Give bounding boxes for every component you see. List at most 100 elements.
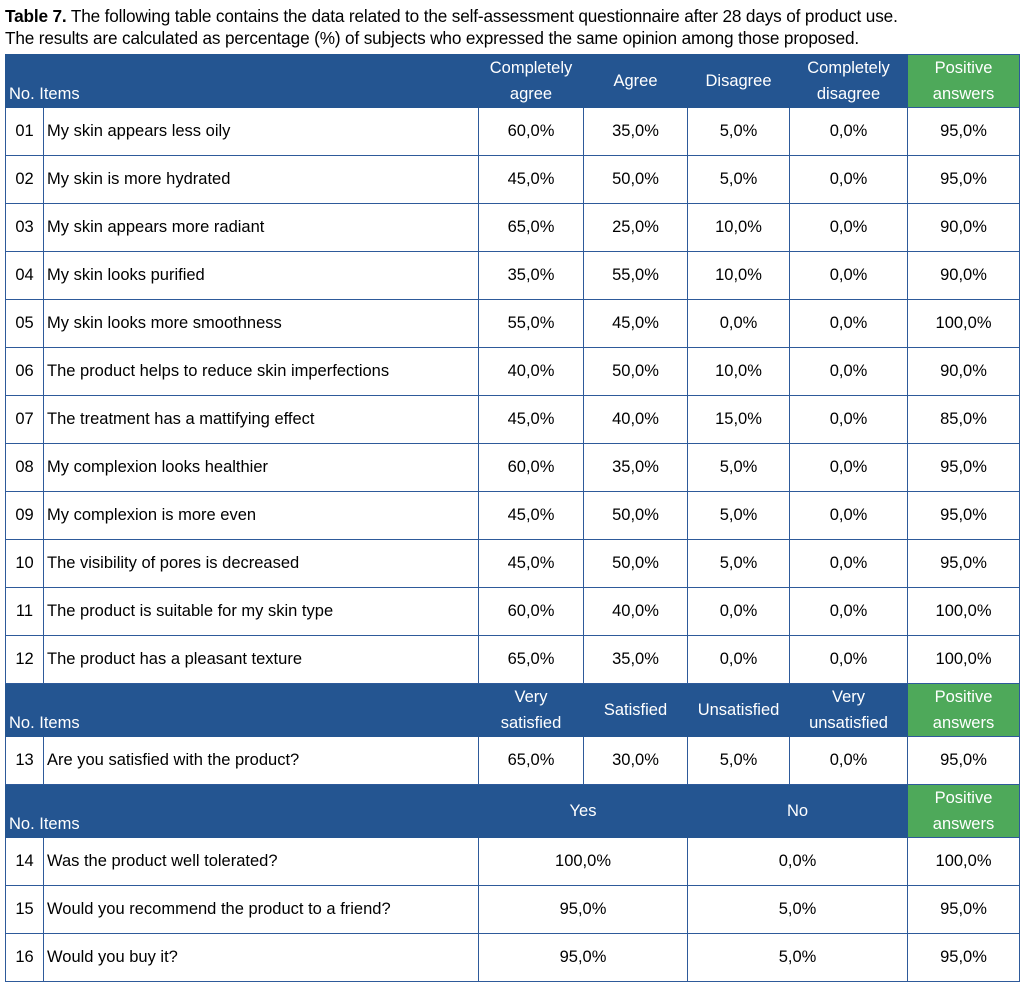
table-row: 12 The product has a pleasant texture 65,0… [5, 635, 1021, 684]
value-cell-c: 10,0% [687, 251, 791, 300]
row-number: 14 [5, 837, 44, 886]
value-cell-a: 60,0% [478, 587, 585, 636]
value-cell-yes: 95,0% [478, 933, 689, 982]
row-number: 16 [5, 933, 44, 982]
row-item: My complexion is more even [42, 491, 480, 540]
value-cell-a: 45,0% [478, 539, 585, 588]
value-cell-d: 0,0% [789, 635, 909, 684]
value-cell-b: 25,0% [583, 203, 689, 252]
row-item: Would you buy it? [42, 933, 480, 982]
table-row: 16 Would you buy it? 95,0% 5,0% 95,0% [5, 933, 1021, 982]
table-row: 04 My skin looks purified 35,0% 55,0% 10,0% 0… [5, 251, 1021, 300]
table-row: 13 Are you satisfied with the product? 65,… [5, 736, 1021, 785]
value-cell-b: 50,0% [583, 155, 689, 204]
table-body: No. Items Completely agree Agree Disagree… [4, 54, 1021, 982]
value-cell-a: 65,0% [478, 635, 585, 684]
header-line: Positive [934, 688, 993, 706]
header-line: Positive [934, 59, 993, 77]
value-cell-positive: 95,0% [907, 155, 1021, 204]
row-number: 13 [5, 736, 44, 785]
value-cell-a: 45,0% [478, 491, 585, 540]
value-cell-b: 50,0% [583, 491, 689, 540]
section1-header-row: No. Items Completely agree Agree Disagree… [4, 54, 1021, 108]
row-item: Was the product well tolerated? [42, 837, 480, 886]
row-item: My complexion looks healthier [42, 443, 480, 492]
header-no-items: No. Items [4, 54, 480, 108]
value-cell-no: 5,0% [687, 933, 909, 982]
caption-label: Table 7. [5, 6, 67, 26]
value-cell-d: 0,0% [789, 203, 909, 252]
value-cell-b: 50,0% [583, 539, 689, 588]
table-row: 05 My skin looks more smoothness 55,0% 45,0… [5, 299, 1021, 348]
row-number: 06 [5, 347, 44, 396]
header-line: answers [932, 815, 995, 833]
row-number: 15 [5, 885, 44, 934]
value-cell-c: 5,0% [687, 155, 791, 204]
value-cell-d: 0,0% [789, 443, 909, 492]
row-number: 09 [5, 491, 44, 540]
value-cell-yes: 100,0% [478, 837, 689, 886]
caption-text-1: The following table contains the data re… [66, 6, 898, 26]
row-item: Are you satisfied with the product? [42, 736, 480, 785]
value-cell-positive: 95,0% [907, 736, 1021, 785]
value-cell-c: 15,0% [687, 395, 791, 444]
header-no-items: No. Items [4, 784, 480, 838]
section3-header-row: No. Items Yes No Positive answers [4, 784, 1021, 838]
header-line: answers [932, 85, 995, 103]
row-item: My skin appears less oily [42, 107, 480, 156]
table-caption: Table 7. The following table contains th… [5, 5, 1020, 49]
value-cell-c: 5,0% [687, 539, 791, 588]
value-cell-d: 0,0% [789, 736, 909, 785]
value-cell-a: 55,0% [478, 299, 585, 348]
value-cell-positive: 100,0% [907, 587, 1021, 636]
value-cell-positive: 95,0% [907, 443, 1021, 492]
table-row: 11 The product is suitable for my skin ty… [5, 587, 1021, 636]
header-line: unsatisfied [809, 714, 888, 732]
value-cell-c: 5,0% [687, 491, 791, 540]
value-cell-yes: 95,0% [478, 885, 689, 934]
value-cell-d: 0,0% [789, 155, 909, 204]
row-item: My skin is more hydrated [42, 155, 480, 204]
value-cell-c: 5,0% [687, 107, 791, 156]
table-row: 09 My complexion is more even 45,0% 50,0% 5,… [5, 491, 1021, 540]
table-row: 14 Was the product well tolerated? 100,0% 0… [5, 837, 1021, 886]
value-cell-positive: 95,0% [907, 539, 1021, 588]
header-completely-agree: Completely agree [478, 54, 585, 108]
header-positive-answers: Positive answers [907, 54, 1021, 108]
value-cell-a: 60,0% [478, 443, 585, 492]
value-cell-d: 0,0% [789, 107, 909, 156]
section2-header-row: No. Items Very satisfied Satisfied Unsatisfi… [4, 683, 1021, 737]
value-cell-a: 65,0% [478, 736, 585, 785]
value-cell-b: 35,0% [583, 635, 689, 684]
row-item: My skin looks more smoothness [42, 299, 480, 348]
row-number: 10 [5, 539, 44, 588]
row-number: 11 [5, 587, 44, 636]
row-number: 04 [5, 251, 44, 300]
header-very-satisfied: Very satisfied [478, 683, 585, 737]
row-item: My skin looks purified [42, 251, 480, 300]
value-cell-a: 45,0% [478, 155, 585, 204]
value-cell-d: 0,0% [789, 491, 909, 540]
value-cell-positive: 95,0% [907, 933, 1021, 982]
table-row: 01 My skin appears less oily 60,0% 35,0% 5,0… [5, 107, 1021, 156]
value-cell-b: 35,0% [583, 107, 689, 156]
row-item: My skin appears more radiant [42, 203, 480, 252]
header-line: Completely [807, 59, 890, 77]
value-cell-b: 30,0% [583, 736, 689, 785]
header-very-unsatisfied: Very unsatisfied [789, 683, 909, 737]
table-row: 07 The treatment has a mattifying effect 4… [5, 395, 1021, 444]
value-cell-b: 40,0% [583, 395, 689, 444]
value-cell-b: 50,0% [583, 347, 689, 396]
row-number: 03 [5, 203, 44, 252]
value-cell-c: 0,0% [687, 299, 791, 348]
value-cell-positive: 95,0% [907, 885, 1021, 934]
value-cell-positive: 95,0% [907, 491, 1021, 540]
value-cell-no: 5,0% [687, 885, 909, 934]
value-cell-c: 5,0% [687, 736, 791, 785]
header-line: satisfied [500, 714, 562, 732]
header-line: Very [514, 688, 548, 706]
header-line: Positive [934, 789, 993, 807]
header-line: answers [932, 714, 995, 732]
caption-line-2: The results are calculated as percentage… [5, 28, 860, 48]
value-cell-d: 0,0% [789, 587, 909, 636]
